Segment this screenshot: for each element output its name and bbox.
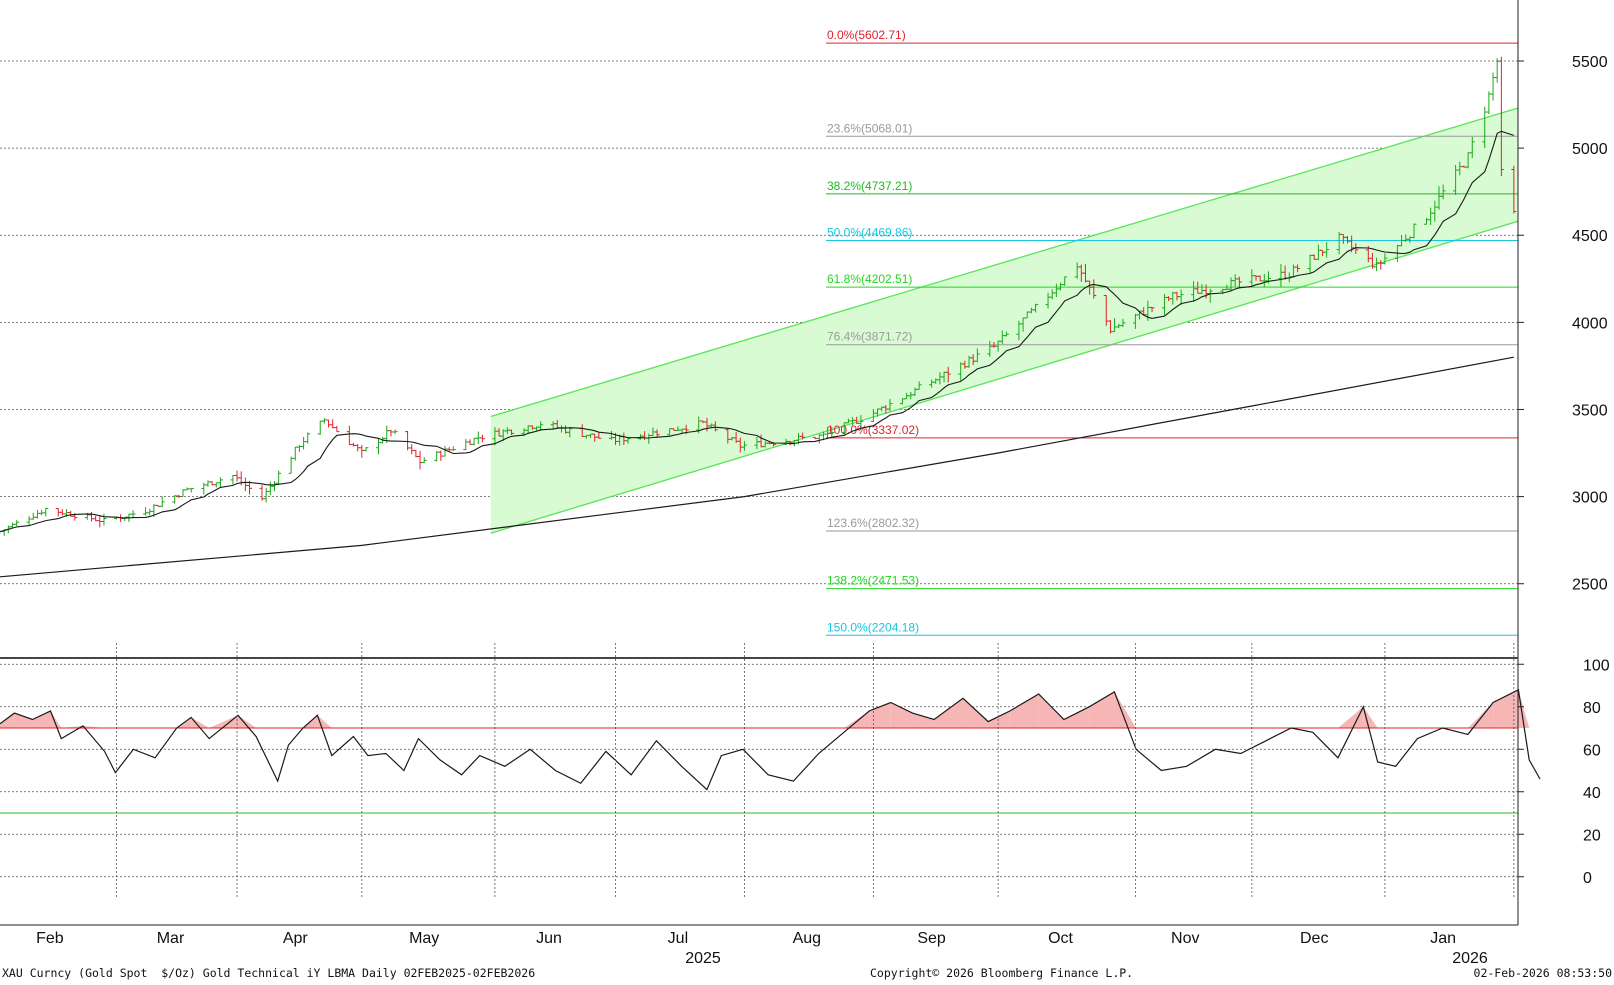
rsi-overbought-fill — [82, 725, 105, 728]
rsi-overbought-fill — [988, 711, 1010, 728]
fib-level-label: 150.0%(2204.18) — [827, 620, 919, 634]
x-month-label: Aug — [793, 930, 821, 947]
rsi-overbought-fill — [1038, 694, 1064, 728]
rsi-overbought-fill — [191, 717, 210, 728]
x-month-label: Oct — [1048, 930, 1073, 947]
price-y-tick-label: 4500 — [1572, 228, 1608, 245]
rsi-overbought-fill — [1467, 702, 1494, 728]
rsi-overbought-fill — [912, 713, 935, 728]
footer-security-description: XAU Curncy (Gold Spot $/Oz) Gold Technic… — [2, 966, 536, 980]
x-month-label: Jan — [1430, 930, 1456, 947]
rsi-overbought-fill — [1089, 691, 1115, 728]
rsi-overbought-fill — [962, 698, 989, 728]
rsi-overbought-fill — [50, 711, 62, 728]
trend-channel-upper — [490, 107, 1519, 418]
fib-level-label: 138.2%(2471.53) — [827, 574, 919, 588]
rsi-y-tick-label: 20 — [1583, 827, 1601, 844]
x-month-label: Feb — [36, 930, 64, 947]
x-year-label: 2026 — [1452, 950, 1488, 967]
price-y-tick-label: 4000 — [1572, 315, 1608, 332]
x-month-label: May — [409, 930, 439, 947]
rsi-overbought-fill — [1063, 706, 1090, 728]
trend-channel-fill — [490, 108, 1518, 534]
rsi-overbought-fill — [1338, 706, 1364, 728]
rsi-overbought-fill — [14, 713, 33, 728]
rsi-y-tick-label: 0 — [1583, 870, 1592, 887]
footer-copyright: Copyright© 2026 Bloomberg Finance L.P. — [870, 966, 1134, 980]
x-year-label: 2025 — [685, 950, 721, 967]
rsi-overbought-fill — [238, 715, 257, 728]
footer-timestamp: 02-Feb-2026 08:53:50 — [1473, 966, 1612, 980]
price-panel: 0.0%(5602.71) 23.6%(5068.01) 38.2%(4737.21… — [0, 28, 1519, 636]
rsi-line — [0, 688, 1541, 791]
rsi-overbought-fill — [934, 698, 963, 728]
rsi-y-tick-label: 100 — [1583, 657, 1610, 674]
rsi-overbought-fill — [32, 711, 51, 728]
fib-level-label: 50.0%(4469.86) — [827, 225, 912, 239]
price-y-tick-label: 3500 — [1572, 402, 1608, 419]
rsi-overbought-fill — [0, 713, 15, 728]
x-month-label: Jul — [668, 930, 688, 947]
fib-level-label: 100.0%(3337.02) — [827, 423, 919, 437]
rsi-overbought-fill — [843, 711, 870, 728]
rsi-overbought-fill — [890, 702, 913, 728]
rsi-y-tick-label: 60 — [1583, 742, 1601, 759]
x-month-label: Dec — [1300, 930, 1328, 947]
rsi-panel — [0, 643, 1541, 898]
fib-level-label: 0.0%(5602.71) — [827, 28, 906, 42]
x-month-label: Nov — [1171, 930, 1199, 947]
price-y-tick-label: 3000 — [1572, 490, 1608, 507]
fib-level-label: 76.4%(3871.72) — [827, 330, 912, 344]
rsi-overbought-fill — [1009, 694, 1039, 728]
fib-level-label: 61.8%(4202.51) — [827, 272, 912, 286]
short-moving-average-line — [0, 130, 1514, 533]
rsi-overbought-fill — [1518, 689, 1530, 728]
x-month-label: Jun — [536, 930, 562, 947]
axes: Feb Mar Apr May Jun Jul Aug Sep Oct Nov Dec Jan2025… — [0, 0, 1610, 967]
rsi-overbought-fill — [61, 725, 83, 728]
rsi-y-tick-label: 80 — [1583, 700, 1601, 717]
long-moving-average-line — [0, 356, 1514, 578]
fib-level-label: 38.2%(4737.21) — [827, 179, 912, 193]
price-y-tick-label: 2500 — [1572, 577, 1608, 594]
rsi-overbought-fill — [1114, 691, 1137, 728]
x-month-label: Apr — [283, 930, 309, 947]
x-month-label: Sep — [917, 930, 946, 947]
x-month-label: Mar — [157, 930, 185, 947]
trend-channel-lower — [490, 220, 1519, 534]
fib-level-label: 123.6%(2802.32) — [827, 516, 919, 530]
price-y-tick-label: 5000 — [1572, 141, 1608, 158]
fib-level-label: 23.6%(5068.01) — [827, 121, 912, 135]
price-y-tick-label: 5500 — [1572, 54, 1608, 71]
rsi-overbought-fill — [209, 715, 239, 728]
rsi-y-tick-label: 40 — [1583, 785, 1601, 802]
